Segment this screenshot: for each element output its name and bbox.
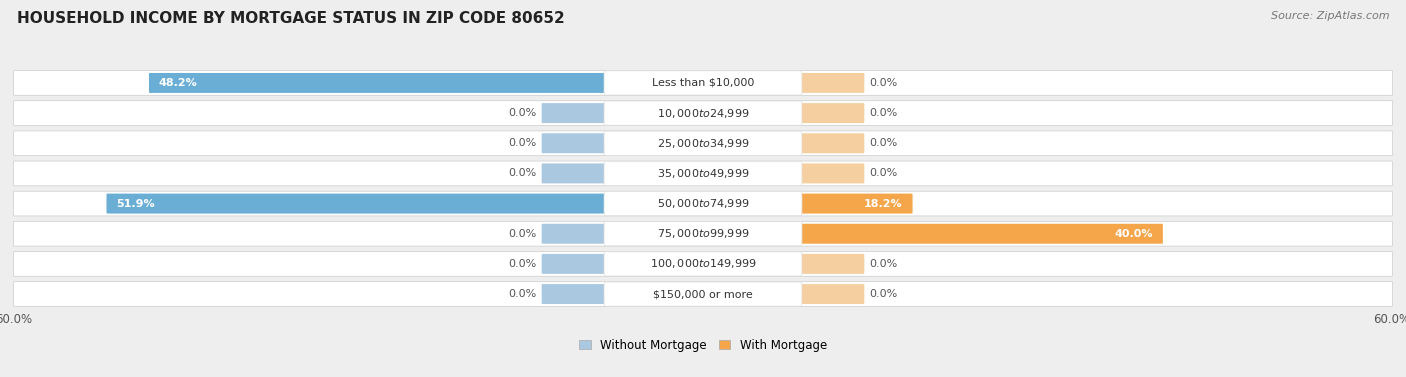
FancyBboxPatch shape <box>800 103 865 123</box>
Text: $10,000 to $24,999: $10,000 to $24,999 <box>657 107 749 120</box>
FancyBboxPatch shape <box>800 73 865 93</box>
FancyBboxPatch shape <box>605 131 801 155</box>
Text: HOUSEHOLD INCOME BY MORTGAGE STATUS IN ZIP CODE 80652: HOUSEHOLD INCOME BY MORTGAGE STATUS IN Z… <box>17 11 565 26</box>
FancyBboxPatch shape <box>14 251 1392 276</box>
FancyBboxPatch shape <box>541 103 606 123</box>
FancyBboxPatch shape <box>14 131 1392 156</box>
Text: $75,000 to $99,999: $75,000 to $99,999 <box>657 227 749 240</box>
Text: 18.2%: 18.2% <box>865 199 903 208</box>
FancyBboxPatch shape <box>800 164 865 183</box>
FancyBboxPatch shape <box>605 71 801 95</box>
Text: 0.0%: 0.0% <box>869 169 898 178</box>
Text: 0.0%: 0.0% <box>869 289 898 299</box>
FancyBboxPatch shape <box>14 101 1392 126</box>
Text: 0.0%: 0.0% <box>869 108 898 118</box>
FancyBboxPatch shape <box>541 224 606 244</box>
Text: 0.0%: 0.0% <box>508 169 537 178</box>
Text: 0.0%: 0.0% <box>508 259 537 269</box>
FancyBboxPatch shape <box>14 221 1392 246</box>
Text: $50,000 to $74,999: $50,000 to $74,999 <box>657 197 749 210</box>
FancyBboxPatch shape <box>541 164 606 183</box>
FancyBboxPatch shape <box>14 282 1392 307</box>
FancyBboxPatch shape <box>605 101 801 125</box>
Text: $100,000 to $149,999: $100,000 to $149,999 <box>650 257 756 270</box>
FancyBboxPatch shape <box>541 284 606 304</box>
FancyBboxPatch shape <box>14 161 1392 186</box>
FancyBboxPatch shape <box>605 192 801 216</box>
FancyBboxPatch shape <box>107 194 606 213</box>
Legend: Without Mortgage, With Mortgage: Without Mortgage, With Mortgage <box>574 334 832 356</box>
FancyBboxPatch shape <box>605 222 801 246</box>
Text: 0.0%: 0.0% <box>869 138 898 148</box>
FancyBboxPatch shape <box>605 282 801 306</box>
FancyBboxPatch shape <box>800 194 912 213</box>
Text: 40.0%: 40.0% <box>1115 229 1153 239</box>
Text: 51.9%: 51.9% <box>117 199 155 208</box>
Text: 0.0%: 0.0% <box>508 289 537 299</box>
Text: $25,000 to $34,999: $25,000 to $34,999 <box>657 137 749 150</box>
FancyBboxPatch shape <box>800 284 865 304</box>
Text: 0.0%: 0.0% <box>508 108 537 118</box>
FancyBboxPatch shape <box>605 161 801 185</box>
FancyBboxPatch shape <box>800 254 865 274</box>
Text: 0.0%: 0.0% <box>508 229 537 239</box>
Text: 0.0%: 0.0% <box>869 259 898 269</box>
FancyBboxPatch shape <box>800 224 1163 244</box>
Text: 0.0%: 0.0% <box>869 78 898 88</box>
Text: 48.2%: 48.2% <box>159 78 197 88</box>
FancyBboxPatch shape <box>14 191 1392 216</box>
Text: 0.0%: 0.0% <box>508 138 537 148</box>
Text: $35,000 to $49,999: $35,000 to $49,999 <box>657 167 749 180</box>
FancyBboxPatch shape <box>14 70 1392 95</box>
FancyBboxPatch shape <box>605 252 801 276</box>
Text: Less than $10,000: Less than $10,000 <box>652 78 754 88</box>
FancyBboxPatch shape <box>541 133 606 153</box>
Text: Source: ZipAtlas.com: Source: ZipAtlas.com <box>1271 11 1389 21</box>
FancyBboxPatch shape <box>541 254 606 274</box>
FancyBboxPatch shape <box>800 133 865 153</box>
FancyBboxPatch shape <box>149 73 606 93</box>
Text: $150,000 or more: $150,000 or more <box>654 289 752 299</box>
